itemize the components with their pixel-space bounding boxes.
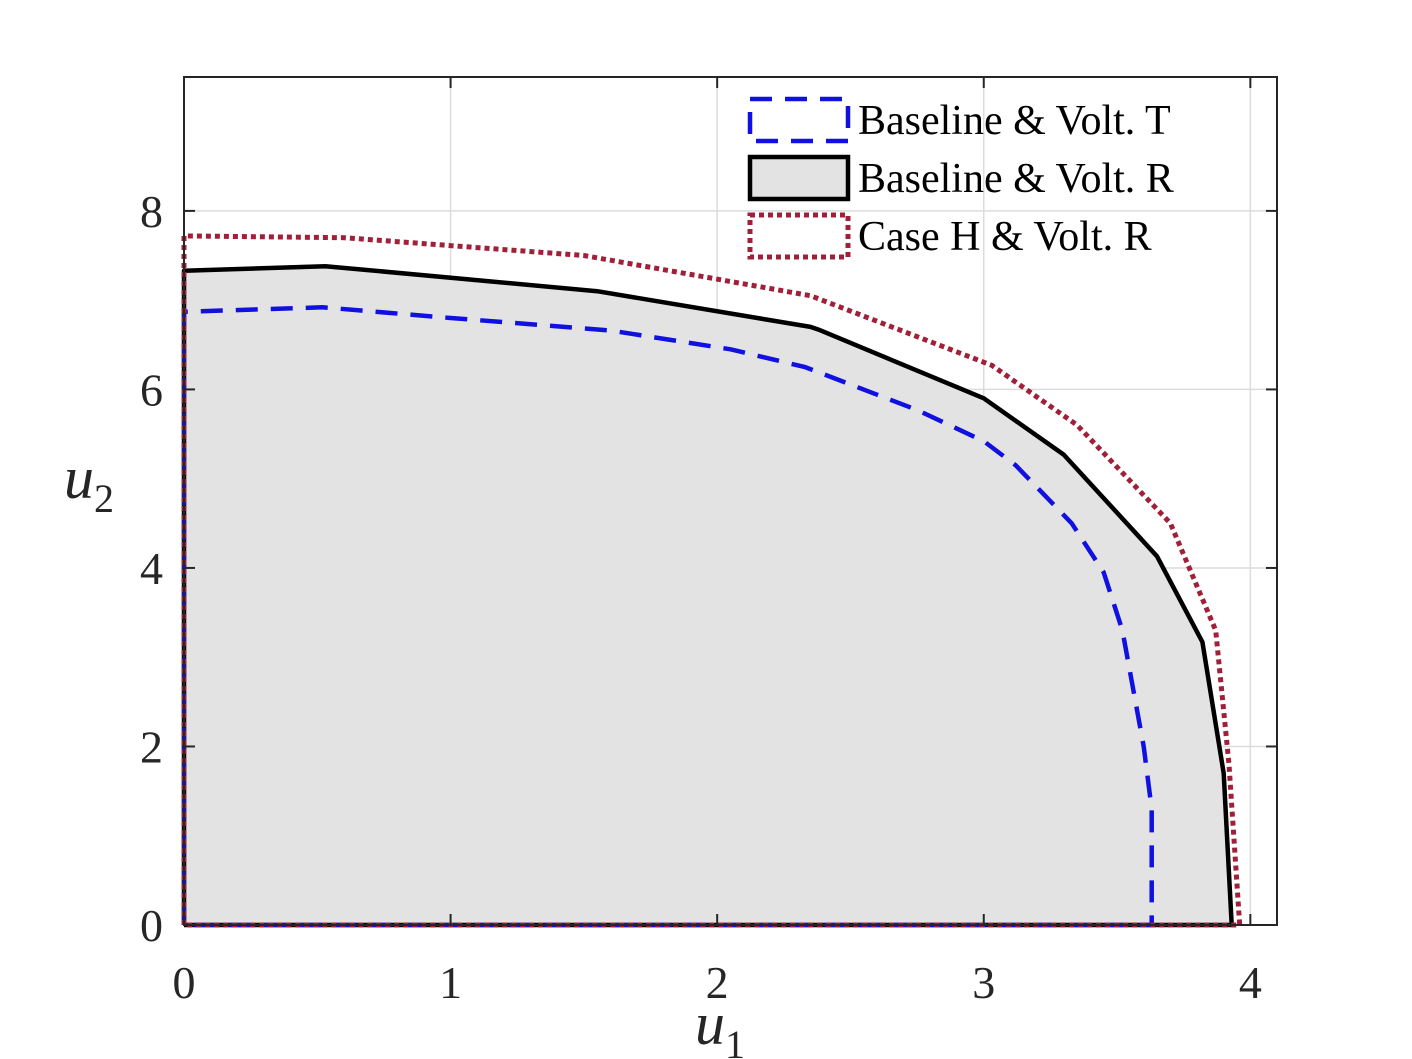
legend-swatch-2 xyxy=(747,212,851,260)
x-tick-label: 2 xyxy=(706,957,729,1008)
y-axis-label: u2 xyxy=(64,445,114,521)
x-tick-label: 3 xyxy=(972,957,995,1008)
x-tick-label: 0 xyxy=(173,957,196,1008)
series-line-1 xyxy=(181,263,1234,928)
legend-label-1: Baseline & Volt. R xyxy=(858,156,1174,202)
legend-label-0: Baseline & Volt. T xyxy=(858,98,1171,144)
y-tick-label: 0 xyxy=(140,900,163,951)
legend-swatch-1 xyxy=(747,154,851,202)
x-tick-label: 4 xyxy=(1239,957,1262,1008)
y-tick-label: 2 xyxy=(140,721,163,772)
legend: Baseline & Volt. T Baseline & Volt. R Case… xyxy=(747,96,1174,260)
y-tick-label: 6 xyxy=(140,364,163,415)
x-tick-label: 1 xyxy=(439,957,462,1008)
axes-box xyxy=(183,76,1278,926)
y-tick-label: 4 xyxy=(140,543,163,594)
x-tick-labels: 0 1 2 3 4 xyxy=(173,957,1262,1008)
axis-ticks xyxy=(183,77,1277,926)
y-tick-label: 8 xyxy=(140,186,163,237)
series-lines xyxy=(181,233,1243,928)
x-axis-label: u1 xyxy=(695,991,745,1059)
legend-swatch-0 xyxy=(747,96,851,144)
series-line-2 xyxy=(181,233,1243,928)
y-tick-labels: 0 2 4 6 8 xyxy=(140,186,163,951)
series-areas xyxy=(184,266,1232,925)
series-area-1 xyxy=(184,266,1232,925)
legend-label-2: Case H & Volt. R xyxy=(858,214,1152,260)
